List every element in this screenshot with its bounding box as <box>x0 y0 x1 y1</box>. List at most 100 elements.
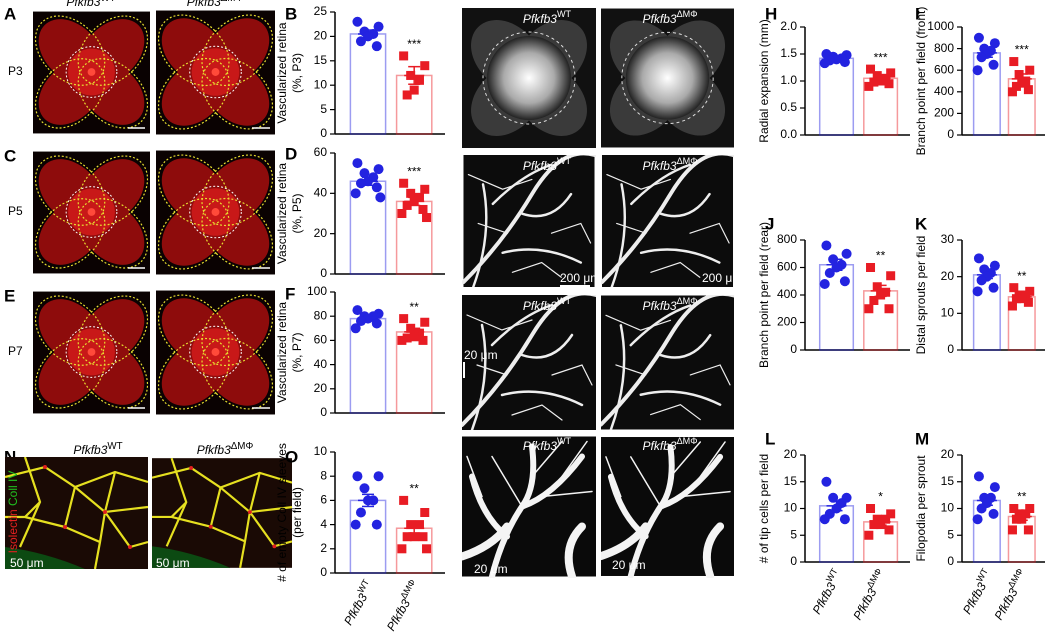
scale-label: 20 μm <box>464 348 498 362</box>
data-point <box>399 495 409 505</box>
y-tick-label: 20 <box>314 29 328 43</box>
scale-label: 50 μm <box>156 556 190 570</box>
y-tick-label: 10 <box>941 306 955 320</box>
gene-name: Pfkfb3 <box>643 299 677 313</box>
data-point <box>886 509 896 519</box>
x-tick-label: Pfkfb3ΔMΦ <box>382 578 424 634</box>
data-point <box>359 168 370 179</box>
y-tick-label: 6 <box>320 493 327 507</box>
stain-labels: Isolectin Coll IV <box>6 471 20 554</box>
data-point <box>373 471 384 482</box>
y-tick-label: 8 <box>320 468 327 482</box>
y-axis-label: (per field) <box>290 487 304 538</box>
y-tick-label: 20 <box>314 226 328 240</box>
data-point <box>350 323 361 334</box>
data-point <box>406 70 416 80</box>
data-point <box>350 188 361 199</box>
panel-letter: L <box>765 429 775 448</box>
gene-name: Pfkfb3 <box>66 0 100 9</box>
gene-name: Pfkfb3 <box>850 586 879 623</box>
data-point <box>355 36 366 47</box>
y-tick-label: 400 <box>777 287 797 301</box>
data-point <box>371 41 382 52</box>
data-point <box>402 200 412 210</box>
data-point <box>973 253 984 264</box>
data-point <box>988 508 999 519</box>
panel-letter: I <box>915 4 920 23</box>
y-tick-label: 0 <box>947 342 954 356</box>
genotype: ΔMΦ <box>677 9 698 19</box>
data-point <box>406 323 416 333</box>
genotype-label: Pfkfb3ΔMΦ <box>643 156 698 173</box>
data-point <box>989 482 1000 493</box>
data-point <box>414 75 424 85</box>
y-tick-label: 200 <box>934 106 954 120</box>
gene-name: Pfkfb3 <box>523 439 557 453</box>
stain-isolectin: Isolectin <box>6 509 20 553</box>
vessel-image-ko <box>601 155 734 287</box>
data-point <box>1023 297 1033 307</box>
y-tick-label: 10 <box>784 501 798 515</box>
genotype: WT <box>100 0 115 4</box>
gene-name: Pfkfb3 <box>523 299 557 313</box>
y-tick-label: 15 <box>784 474 798 488</box>
data-point <box>821 240 832 251</box>
data-point <box>1025 504 1035 513</box>
y-tick-label: 15 <box>941 474 955 488</box>
data-point <box>1007 87 1017 97</box>
data-point <box>402 532 412 542</box>
data-point <box>371 318 382 329</box>
data-point <box>414 520 424 530</box>
panel-letter: D <box>285 144 297 163</box>
data-point <box>972 514 983 525</box>
y-axis-label: Vascularized retina <box>275 302 289 403</box>
significance: *** <box>407 164 421 178</box>
genotype: ΔMΦ <box>399 578 418 601</box>
data-point <box>876 520 886 530</box>
data-point <box>819 279 830 289</box>
data-point <box>866 64 876 74</box>
data-point <box>373 21 384 32</box>
data-point <box>1011 514 1021 524</box>
data-point <box>884 79 894 89</box>
y-tick-label: 800 <box>777 232 797 246</box>
significance: *** <box>1015 43 1029 57</box>
data-point <box>976 52 987 63</box>
y-axis-label: Vascularized retina <box>275 163 289 264</box>
vessel-image-wt <box>462 155 596 287</box>
data-point <box>1014 509 1024 519</box>
y-tick-label: 20 <box>941 447 955 461</box>
data-point <box>1007 301 1017 311</box>
vessel-image-wt <box>462 437 596 577</box>
data-point <box>973 471 984 482</box>
y-tick-label: 10 <box>314 77 328 91</box>
gene-name: Pfkfb3 <box>643 159 677 173</box>
y-axis-label: (%, P7) <box>290 332 304 372</box>
y-tick-label: 2 <box>320 541 327 555</box>
data-point <box>828 492 839 503</box>
genotype-label: Pfkfb3WT <box>73 441 122 458</box>
data-point <box>821 476 832 487</box>
y-tick-label: 400 <box>934 84 954 98</box>
data-point <box>1011 81 1021 91</box>
y-tick-label: 0 <box>320 266 327 280</box>
x-tick-label: Pfkfb3ΔMΦ <box>989 567 1031 623</box>
genotype-label: Pfkfb3WT <box>66 0 115 9</box>
gene-name: Pfkfb3 <box>523 159 557 173</box>
data-point <box>866 263 876 272</box>
data-point <box>988 59 999 70</box>
panel-letter: A <box>4 4 16 23</box>
data-point <box>420 508 430 517</box>
data-point <box>839 57 850 68</box>
vessel-image-wt <box>462 8 596 148</box>
gene-name: Pfkfb3 <box>187 0 221 9</box>
gene-name: Pfkfb3 <box>523 12 557 26</box>
y-tick-label: 0 <box>947 127 954 141</box>
data-point <box>418 204 428 214</box>
genotype-label: Pfkfb3WT <box>523 296 572 313</box>
genotype-label: Pfkfb3ΔMΦ <box>187 0 244 9</box>
data-point <box>976 275 987 286</box>
data-point <box>399 178 409 188</box>
y-tick-label: 0 <box>320 126 327 140</box>
significance: ** <box>410 300 420 314</box>
